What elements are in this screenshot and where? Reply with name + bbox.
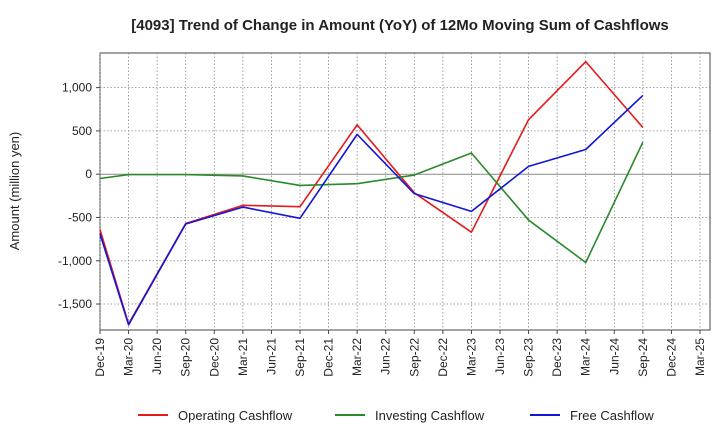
x-tick-label: Dec-24 (664, 338, 678, 377)
y-axis-ticks: -1,500 -1,000 -500 0 500 1,000 (58, 81, 100, 311)
legend-label: Operating Cashflow (178, 408, 293, 423)
x-tick-label: Jun-23 (493, 338, 507, 375)
x-tick-label: Dec-19 (93, 338, 107, 377)
x-tick-label: Mar-25 (693, 338, 707, 376)
legend: Operating Cashflow Investing Cashflow Free… (138, 408, 654, 423)
y-tick-label: 500 (72, 124, 92, 138)
x-tick-label: Sep-21 (293, 338, 307, 377)
legend-label: Free Cashflow (570, 408, 654, 423)
x-tick-label: Mar-23 (464, 338, 478, 376)
y-tick-label: 0 (85, 167, 92, 181)
x-tick-label: Jun-20 (150, 338, 164, 375)
plot-area (99, 52, 711, 331)
x-tick-label: Dec-21 (322, 338, 336, 377)
y-tick-label: 1,000 (62, 81, 92, 95)
x-tick-label: Sep-22 (407, 338, 421, 377)
x-tick-label: Mar-24 (579, 338, 593, 376)
x-tick-label: Jun-24 (607, 338, 621, 375)
y-tick-label: -500 (68, 210, 92, 224)
x-tick-label: Sep-24 (636, 338, 650, 377)
y-axis-label: Amount (million yen) (7, 132, 22, 251)
x-tick-label: Dec-23 (550, 338, 564, 377)
x-tick-label: Mar-21 (236, 338, 250, 376)
chart-title: [4093] Trend of Change in Amount (YoY) o… (131, 17, 669, 34)
y-tick-label: -1,500 (58, 297, 92, 311)
grid-lines (99, 53, 710, 330)
x-tick-label: Sep-20 (179, 338, 193, 377)
y-tick-label: -1,000 (58, 254, 92, 268)
x-tick-label: Jun-21 (264, 338, 278, 375)
x-tick-label: Dec-22 (436, 338, 450, 377)
x-tick-label: Dec-20 (207, 338, 221, 377)
series-lines (99, 60, 644, 326)
x-tick-label: Mar-22 (350, 338, 364, 376)
x-tick-label: Jun-22 (379, 338, 393, 375)
legend-label: Investing Cashflow (375, 408, 485, 423)
x-tick-label: Mar-20 (122, 338, 136, 376)
x-tick-label: Sep-23 (522, 338, 536, 377)
x-axis-ticks: Dec-19 Mar-20 Jun-20 Sep-20 Dec-20 Mar-21 Jun-… (93, 330, 707, 377)
